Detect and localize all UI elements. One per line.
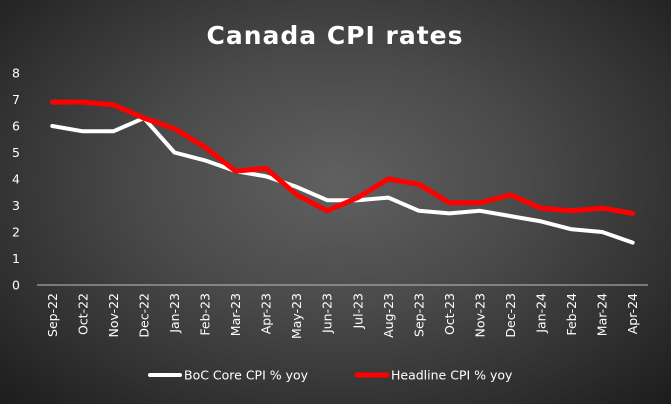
- series-line-headline-cpi: [49, 99, 636, 216]
- x-tick-label: Feb-24: [564, 293, 579, 336]
- chart-title: Canada CPI rates: [206, 21, 463, 50]
- x-tick-label: May-23: [289, 293, 304, 339]
- x-tick-label: Aug-23: [381, 293, 396, 338]
- y-axis: 0 1 2 3 4 5 6 7 8: [12, 66, 20, 293]
- y-tick-label: 3: [12, 198, 20, 213]
- series-line-core-cpi: [50, 116, 635, 245]
- y-tick-label: 2: [12, 225, 20, 240]
- x-tick-label: Feb-23: [198, 293, 213, 336]
- y-tick-label: 1: [12, 251, 20, 266]
- x-tick-label: Nov-22: [106, 293, 121, 337]
- x-tick-label: Mar-24: [595, 293, 610, 336]
- x-tick-label: Nov-23: [472, 293, 487, 337]
- x-tick-label: Mar-23: [228, 293, 243, 336]
- y-tick-label: 4: [12, 172, 20, 187]
- y-tick-label: 5: [12, 145, 20, 160]
- y-tick-label: 7: [12, 92, 20, 107]
- x-tick-label: Apr-23: [259, 293, 274, 334]
- x-tick-label: Apr-24: [625, 293, 640, 334]
- y-tick-label: 6: [12, 119, 20, 134]
- x-tick-label: Sep-23: [411, 293, 426, 337]
- x-tick-label: Jun-23: [320, 293, 335, 334]
- legend: BoC Core CPI % yoy Headline CPI % yoy: [148, 368, 513, 383]
- legend-label: BoC Core CPI % yoy: [184, 368, 309, 383]
- y-tick-label: 0: [12, 278, 20, 293]
- x-tick-label: Oct-23: [442, 293, 457, 335]
- x-tick-label: Jan-23: [167, 293, 182, 334]
- x-tick-label: Jul-23: [350, 293, 365, 330]
- x-axis: Sep-22 Oct-22 Nov-22 Dec-22 Jan-23 Feb-23 Mar-…: [37, 284, 648, 339]
- x-tick-label: Sep-22: [45, 293, 60, 337]
- x-tick-label: Dec-23: [503, 293, 518, 338]
- x-tick-label: Oct-22: [75, 293, 90, 335]
- x-tick-label: Jan-24: [534, 293, 549, 334]
- x-tick-label: Dec-22: [136, 293, 151, 338]
- series-layer: [49, 99, 636, 245]
- y-tick-label: 8: [12, 66, 20, 81]
- legend-label: Headline CPI % yoy: [391, 368, 513, 383]
